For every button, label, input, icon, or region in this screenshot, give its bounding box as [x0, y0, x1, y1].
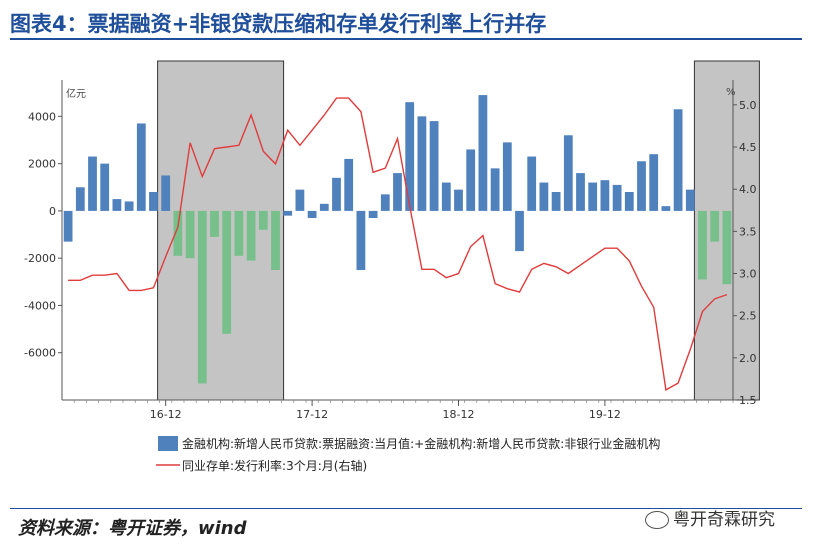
bar-37: [515, 210, 524, 252]
bar-20: [307, 210, 317, 218]
right-tick-label: 1.5: [739, 394, 757, 407]
bar-4: [112, 199, 122, 211]
bar-25: [368, 210, 378, 218]
bar-15: [246, 210, 256, 261]
right-tick-label: 3.5: [739, 225, 757, 238]
bar-31: [441, 182, 451, 211]
bar-10: [185, 210, 195, 259]
bar-3: [100, 163, 110, 211]
rate-line: [68, 97, 728, 392]
page-title: 图表4：票据融资+非银贷款压缩和存单发行利率上行并存: [10, 12, 547, 36]
line-series: [68, 97, 728, 392]
right-tick-label: 3.0: [739, 268, 757, 281]
x-tick-label: 19-12: [589, 408, 621, 421]
shaded-periods: [157, 60, 760, 401]
bar-35: [490, 168, 500, 211]
right-tick-label: 2.5: [739, 310, 757, 323]
bar-40: [551, 192, 561, 211]
bar-39: [539, 182, 549, 211]
left-tick-label: -2000: [24, 252, 56, 265]
x-tick-label: 17-12: [296, 408, 328, 421]
source-note: 资料来源：粤开证券，wind: [18, 518, 247, 539]
bar-53: [710, 210, 720, 242]
bar-14: [234, 210, 244, 256]
legend: 金融机构:新增人民币贷款:票据融资:当月值:+金融机构:新增人民币贷款:非银行业…: [156, 436, 660, 473]
bar-48: [649, 154, 659, 211]
bar-2: [88, 156, 97, 211]
axes: 4000 2000 0 -2000 -4000 -6000 5.0 4.5 4.0 3.5 3.0 2…: [24, 80, 757, 421]
bar-24: [356, 210, 366, 270]
left-unit-label: 亿元: [66, 87, 86, 100]
bar-29: [417, 116, 427, 211]
chart: 4000 2000 0 -2000 -4000 -6000 5.0 4.5 4.0 3.5 3.0 2…: [24, 60, 760, 473]
bar-49: [661, 206, 671, 211]
right-tick-label: 2.0: [739, 352, 757, 365]
watermark-text: 粤开奇霖研究: [673, 510, 775, 530]
bottom-divider: [10, 508, 802, 509]
bar-44: [600, 180, 610, 211]
bar-11: [197, 210, 207, 384]
bar-47: [637, 161, 646, 211]
left-tick-label: 2000: [28, 158, 56, 171]
bar-42: [576, 173, 585, 211]
left-tick-label: -4000: [24, 299, 56, 312]
wechat-icon: [645, 511, 669, 529]
bar-26: [380, 194, 390, 211]
legend-bar-label: 金融机构:新增人民币贷款:票据融资:当月值:+金融机构:新增人民币贷款:非银行业…: [182, 436, 660, 451]
bar-34: [478, 95, 488, 211]
bar-22: [332, 177, 341, 211]
bar-45: [612, 184, 622, 211]
bar-32: [454, 189, 463, 211]
bar-9: [173, 210, 183, 256]
left-tick-label: 4000: [28, 110, 56, 123]
bar-8: [161, 175, 171, 211]
bar-1: [75, 187, 85, 211]
title-divider: [10, 38, 802, 40]
x-tick-label: 16-12: [150, 408, 182, 421]
right-tick-label: 4.5: [739, 141, 757, 154]
bar-41: [563, 135, 573, 211]
bar-5: [124, 201, 134, 211]
bar-52: [698, 210, 707, 280]
bar-12: [210, 210, 219, 237]
bar-16: [258, 210, 268, 230]
bar-21: [319, 203, 329, 211]
bar-33: [466, 149, 476, 211]
bar-series: [63, 95, 732, 384]
legend-bar-swatch: [158, 436, 178, 451]
bar-46: [624, 192, 634, 211]
bar-27: [393, 173, 402, 211]
watermark: 粤开奇霖研究: [645, 505, 775, 530]
bar-54: [722, 210, 732, 285]
bar-38: [527, 156, 537, 211]
right-tick-label: 5.0: [739, 99, 757, 112]
bar-30: [429, 121, 439, 211]
bar-51: [685, 189, 695, 211]
bar-0: [63, 210, 73, 242]
left-tick-label: -6000: [24, 347, 56, 360]
bar-17: [271, 210, 280, 270]
bar-13: [222, 210, 232, 334]
right-tick-label: 4.0: [739, 183, 757, 196]
bar-50: [673, 109, 683, 211]
left-tick-label: 0: [49, 205, 56, 218]
bar-18: [283, 210, 293, 216]
right-unit-label: %: [726, 87, 736, 98]
legend-line-label: 同业存单:发行利率:3个月:月(右轴): [182, 458, 367, 473]
bar-19: [295, 189, 305, 211]
bar-28: [405, 102, 415, 211]
bar-6: [136, 123, 146, 211]
bar-36: [502, 142, 512, 211]
x-tick-label: 18-12: [443, 408, 475, 421]
bar-43: [588, 182, 598, 211]
bar-23: [344, 158, 354, 211]
bar-7: [149, 192, 158, 211]
